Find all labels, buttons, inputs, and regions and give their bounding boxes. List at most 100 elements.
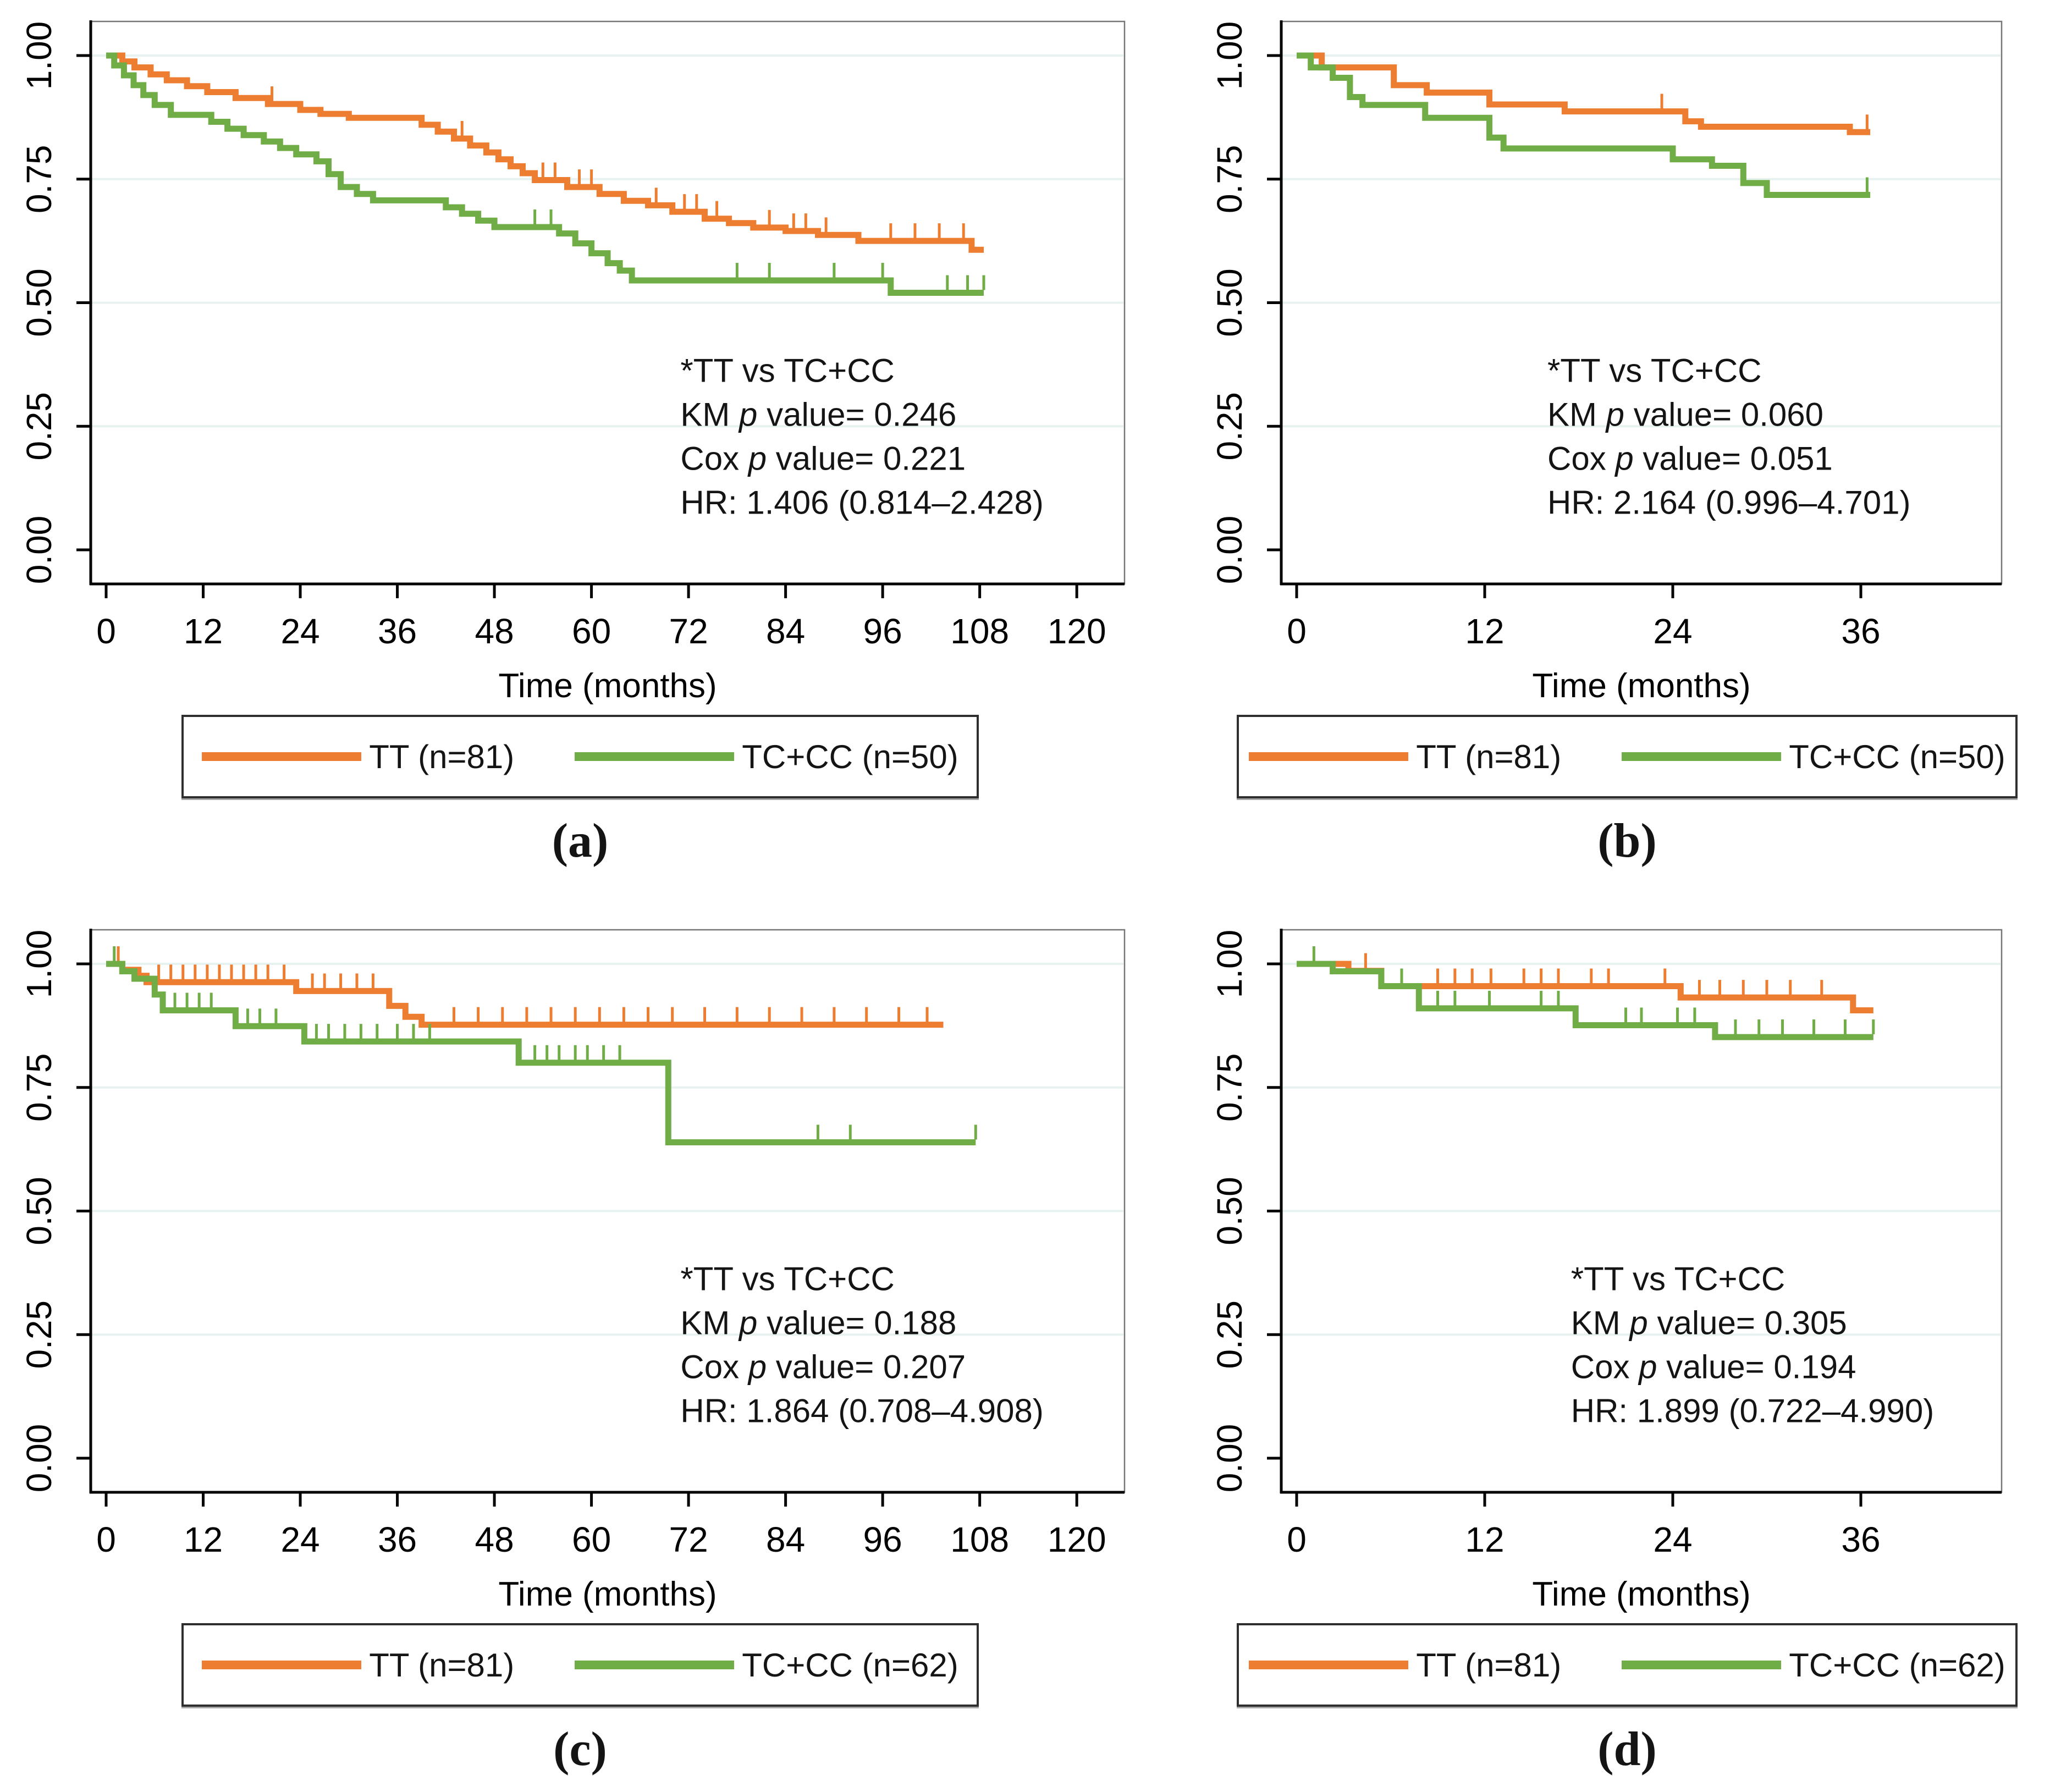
panel-letter-c: (c) — [553, 1723, 607, 1776]
svg-text:HR: 1.864 (0.708–4.908): HR: 1.864 (0.708–4.908) — [680, 1392, 1043, 1429]
legend-item-tt: TT (n=81) — [1249, 1646, 1561, 1684]
svg-text:KM p value= 0.305: KM p value= 0.305 — [1571, 1304, 1847, 1341]
svg-text:Cox p value= 0.194: Cox p value= 0.194 — [1571, 1348, 1856, 1385]
svg-text:*TT vs TC+CC: *TT vs TC+CC — [680, 352, 895, 389]
svg-text:36: 36 — [1841, 1520, 1880, 1559]
km-chart-a: 0.00 0.25 0.50 0.75 1.00 0 12 24 36 48 60 72 84 96 108… — [19, 20, 1126, 705]
svg-text:0: 0 — [1287, 1520, 1307, 1559]
svg-text:24: 24 — [1653, 611, 1692, 651]
svg-text:0.00: 0.00 — [1210, 516, 1249, 584]
svg-text:0.25: 0.25 — [1210, 392, 1249, 461]
svg-text:0.75: 0.75 — [1210, 1053, 1249, 1122]
svg-text:0.75: 0.75 — [1210, 145, 1249, 213]
svg-text:84: 84 — [766, 611, 805, 651]
legend-item-tt: TT (n=81) — [202, 1646, 514, 1684]
tt-legend-label: TT (n=81) — [1416, 738, 1562, 775]
legend-a: TT (n=81) TC+CC (n=50) — [181, 715, 979, 798]
tc-cc-legend-label: TC+CC (n=62) — [1789, 1646, 2005, 1684]
legend-item-tt: TT (n=81) — [1249, 738, 1561, 776]
svg-text:12: 12 — [184, 611, 223, 651]
tc-cc-line-swatch — [1622, 752, 1782, 761]
svg-text:120: 120 — [1048, 1520, 1106, 1559]
panel-letter-b: (b) — [1597, 814, 1657, 868]
legend-item-tc-cc: TC+CC (n=62) — [575, 1646, 958, 1684]
svg-text:Time (months): Time (months) — [498, 1575, 717, 1613]
legend-d: TT (n=81) TC+CC (n=62) — [1237, 1623, 2018, 1707]
svg-text:24: 24 — [280, 611, 319, 651]
panel-b: 0.00 0.25 0.50 0.75 1.00 0 12 24 36 Time (months)… — [1160, 0, 2072, 908]
svg-text:0: 0 — [1287, 611, 1307, 651]
tt-legend-label: TT (n=81) — [1416, 1646, 1562, 1684]
tc-cc-line-swatch — [575, 752, 735, 761]
svg-text:60: 60 — [572, 611, 611, 651]
svg-text:Time (months): Time (months) — [1532, 1575, 1750, 1613]
legend-item-tc-cc: TC+CC (n=62) — [1622, 1646, 2005, 1684]
svg-text:0.50: 0.50 — [1210, 1177, 1249, 1245]
svg-text:84: 84 — [766, 1520, 805, 1559]
svg-text:12: 12 — [184, 1520, 223, 1559]
legend-item-tt: TT (n=81) — [202, 738, 514, 776]
legend-c: TT (n=81) TC+CC (n=62) — [181, 1623, 979, 1707]
svg-text:Time (months): Time (months) — [498, 667, 717, 705]
panel-c: 0.00 0.25 0.50 0.75 1.00 0 12 24 36 48 60 72 84 96 108… — [0, 908, 1160, 1774]
svg-text:Time (months): Time (months) — [1532, 667, 1750, 705]
svg-text:12: 12 — [1465, 611, 1504, 651]
panel-a: 0.00 0.25 0.50 0.75 1.00 0 12 24 36 48 60 72 84 96 108… — [0, 0, 1160, 908]
svg-text:0.25: 0.25 — [19, 1300, 59, 1369]
svg-text:96: 96 — [863, 1520, 902, 1559]
tc-cc-line-swatch — [1622, 1661, 1782, 1669]
svg-text:HR: 1.406 (0.814–2.428): HR: 1.406 (0.814–2.428) — [680, 484, 1043, 521]
svg-text:0.75: 0.75 — [19, 145, 59, 213]
km-chart-b: 0.00 0.25 0.50 0.75 1.00 0 12 24 36 Time (months)… — [1210, 20, 2003, 705]
svg-text:0.25: 0.25 — [19, 392, 59, 461]
legend-item-tc-cc: TC+CC (n=50) — [575, 738, 958, 776]
svg-text:HR: 1.899 (0.722–4.990): HR: 1.899 (0.722–4.990) — [1571, 1392, 1934, 1429]
tt-line-swatch — [202, 752, 362, 761]
svg-text:72: 72 — [669, 611, 708, 651]
tc-cc-legend-label: TC+CC (n=50) — [1789, 738, 2005, 775]
svg-text:KM p value= 0.060: KM p value= 0.060 — [1547, 396, 1823, 433]
svg-text:0.50: 0.50 — [19, 1177, 59, 1245]
tt-line-swatch — [1249, 752, 1409, 761]
svg-text:12: 12 — [1465, 1520, 1504, 1559]
tc-cc-legend-label: TC+CC (n=62) — [742, 1646, 958, 1684]
svg-text:HR: 2.164 (0.996–4.701): HR: 2.164 (0.996–4.701) — [1547, 484, 1910, 521]
svg-text:0.75: 0.75 — [19, 1053, 59, 1122]
svg-text:Cox p value= 0.221: Cox p value= 0.221 — [680, 440, 966, 477]
svg-text:0.50: 0.50 — [1210, 268, 1249, 337]
svg-text:1.00: 1.00 — [19, 930, 59, 999]
km-chart-d: 0.00 0.25 0.50 0.75 1.00 0 12 24 36 Time (months)… — [1210, 929, 2003, 1613]
legend-b: TT (n=81) TC+CC (n=50) — [1237, 715, 2018, 798]
svg-text:24: 24 — [1653, 1520, 1692, 1559]
svg-text:1.00: 1.00 — [19, 21, 59, 90]
svg-text:0: 0 — [96, 611, 116, 651]
svg-text:1.00: 1.00 — [1210, 930, 1249, 999]
tc-cc-line-swatch — [575, 1661, 735, 1669]
svg-text:Cox p value= 0.051: Cox p value= 0.051 — [1547, 440, 1833, 477]
svg-text:KM p value= 0.246: KM p value= 0.246 — [680, 396, 956, 433]
svg-text:1.00: 1.00 — [1210, 21, 1249, 90]
svg-text:0.00: 0.00 — [19, 516, 59, 584]
svg-text:0.00: 0.00 — [19, 1424, 59, 1493]
svg-text:36: 36 — [378, 1520, 417, 1559]
svg-text:96: 96 — [863, 611, 902, 651]
svg-text:0: 0 — [96, 1520, 116, 1559]
svg-text:48: 48 — [475, 611, 514, 651]
svg-text:24: 24 — [280, 1520, 319, 1559]
svg-text:KM p value= 0.188: KM p value= 0.188 — [680, 1304, 956, 1341]
panel-letter-a: (a) — [552, 814, 609, 868]
svg-text:72: 72 — [669, 1520, 708, 1559]
tt-line-swatch — [202, 1661, 362, 1669]
svg-text:*TT vs TC+CC: *TT vs TC+CC — [1571, 1260, 1786, 1297]
svg-text:36: 36 — [378, 611, 417, 651]
svg-text:60: 60 — [572, 1520, 611, 1559]
tc-cc-legend-label: TC+CC (n=50) — [742, 738, 958, 775]
panel-letter-d: (d) — [1597, 1723, 1657, 1776]
svg-text:0.25: 0.25 — [1210, 1300, 1249, 1369]
svg-text:0.50: 0.50 — [19, 268, 59, 337]
svg-text:120: 120 — [1048, 611, 1106, 651]
svg-text:*TT vs TC+CC: *TT vs TC+CC — [680, 1260, 895, 1297]
svg-text:108: 108 — [950, 611, 1009, 651]
svg-text:Cox p value= 0.207: Cox p value= 0.207 — [680, 1348, 966, 1385]
